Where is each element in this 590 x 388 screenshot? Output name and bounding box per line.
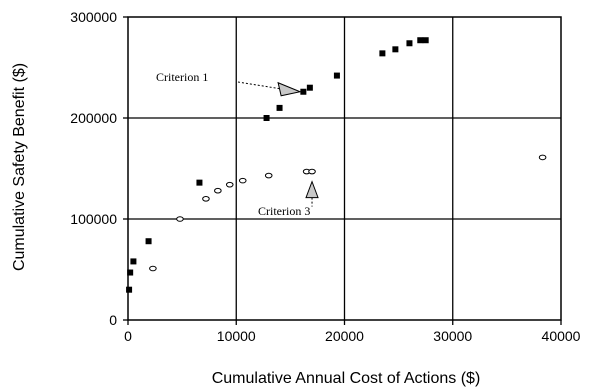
data-point-circle xyxy=(225,181,234,188)
data-point-square xyxy=(306,84,313,91)
x-tick-label: 0 xyxy=(124,328,132,344)
data-point-square xyxy=(196,179,203,186)
data-point-square xyxy=(263,115,270,121)
data-point-square xyxy=(145,238,152,245)
y-tick-label: 200000 xyxy=(70,110,117,126)
data-point-circle xyxy=(538,154,547,161)
data-point-square xyxy=(417,37,424,44)
annotation-criterion-3: Criterion 3 xyxy=(258,204,310,218)
data-point-circle xyxy=(238,177,247,184)
x-tick-label: 40000 xyxy=(542,328,581,344)
data-point-square xyxy=(333,72,340,79)
x-tick-label: 30000 xyxy=(433,328,472,344)
data-point-square xyxy=(126,286,133,293)
y-tick-label: 0 xyxy=(109,312,117,328)
annotation-arrow-1 xyxy=(277,81,302,97)
data-points xyxy=(126,37,547,293)
annotation-criterion-1: Criterion 1 xyxy=(156,70,208,84)
annotation-arrow-3 xyxy=(305,180,319,199)
data-point-square xyxy=(406,40,413,47)
y-tick-label: 100000 xyxy=(70,211,117,227)
data-point-square xyxy=(130,258,137,265)
data-point-square xyxy=(127,269,134,276)
y-axis-label: Cumulative Safety Benefit ($) xyxy=(11,63,28,271)
x-tick-label: 10000 xyxy=(217,328,256,344)
data-point-square xyxy=(392,46,399,53)
data-point-square xyxy=(422,37,429,44)
annotation-leader-1 xyxy=(237,81,281,90)
data-point-square xyxy=(276,104,283,111)
data-point-circle xyxy=(176,216,184,222)
data-point-square xyxy=(300,88,307,95)
tick-labels: 0 10000 20000 30000 40000 0 100000 200000 300000 xyxy=(70,9,580,344)
data-point-circle xyxy=(202,196,210,202)
x-tick-label: 20000 xyxy=(325,328,364,344)
data-point-circle xyxy=(264,172,273,179)
data-point-circle xyxy=(214,187,222,194)
data-point-circle xyxy=(149,265,157,272)
x-axis-label: Cumulative Annual Cost of Actions ($) xyxy=(212,370,481,387)
plot-frame xyxy=(127,16,562,321)
annotations: Criterion 1 Criterion 3 xyxy=(156,70,319,218)
gridlines xyxy=(128,17,561,320)
data-point-square xyxy=(379,50,386,57)
y-tick-label: 300000 xyxy=(70,9,117,25)
data-point-circle xyxy=(308,168,316,175)
